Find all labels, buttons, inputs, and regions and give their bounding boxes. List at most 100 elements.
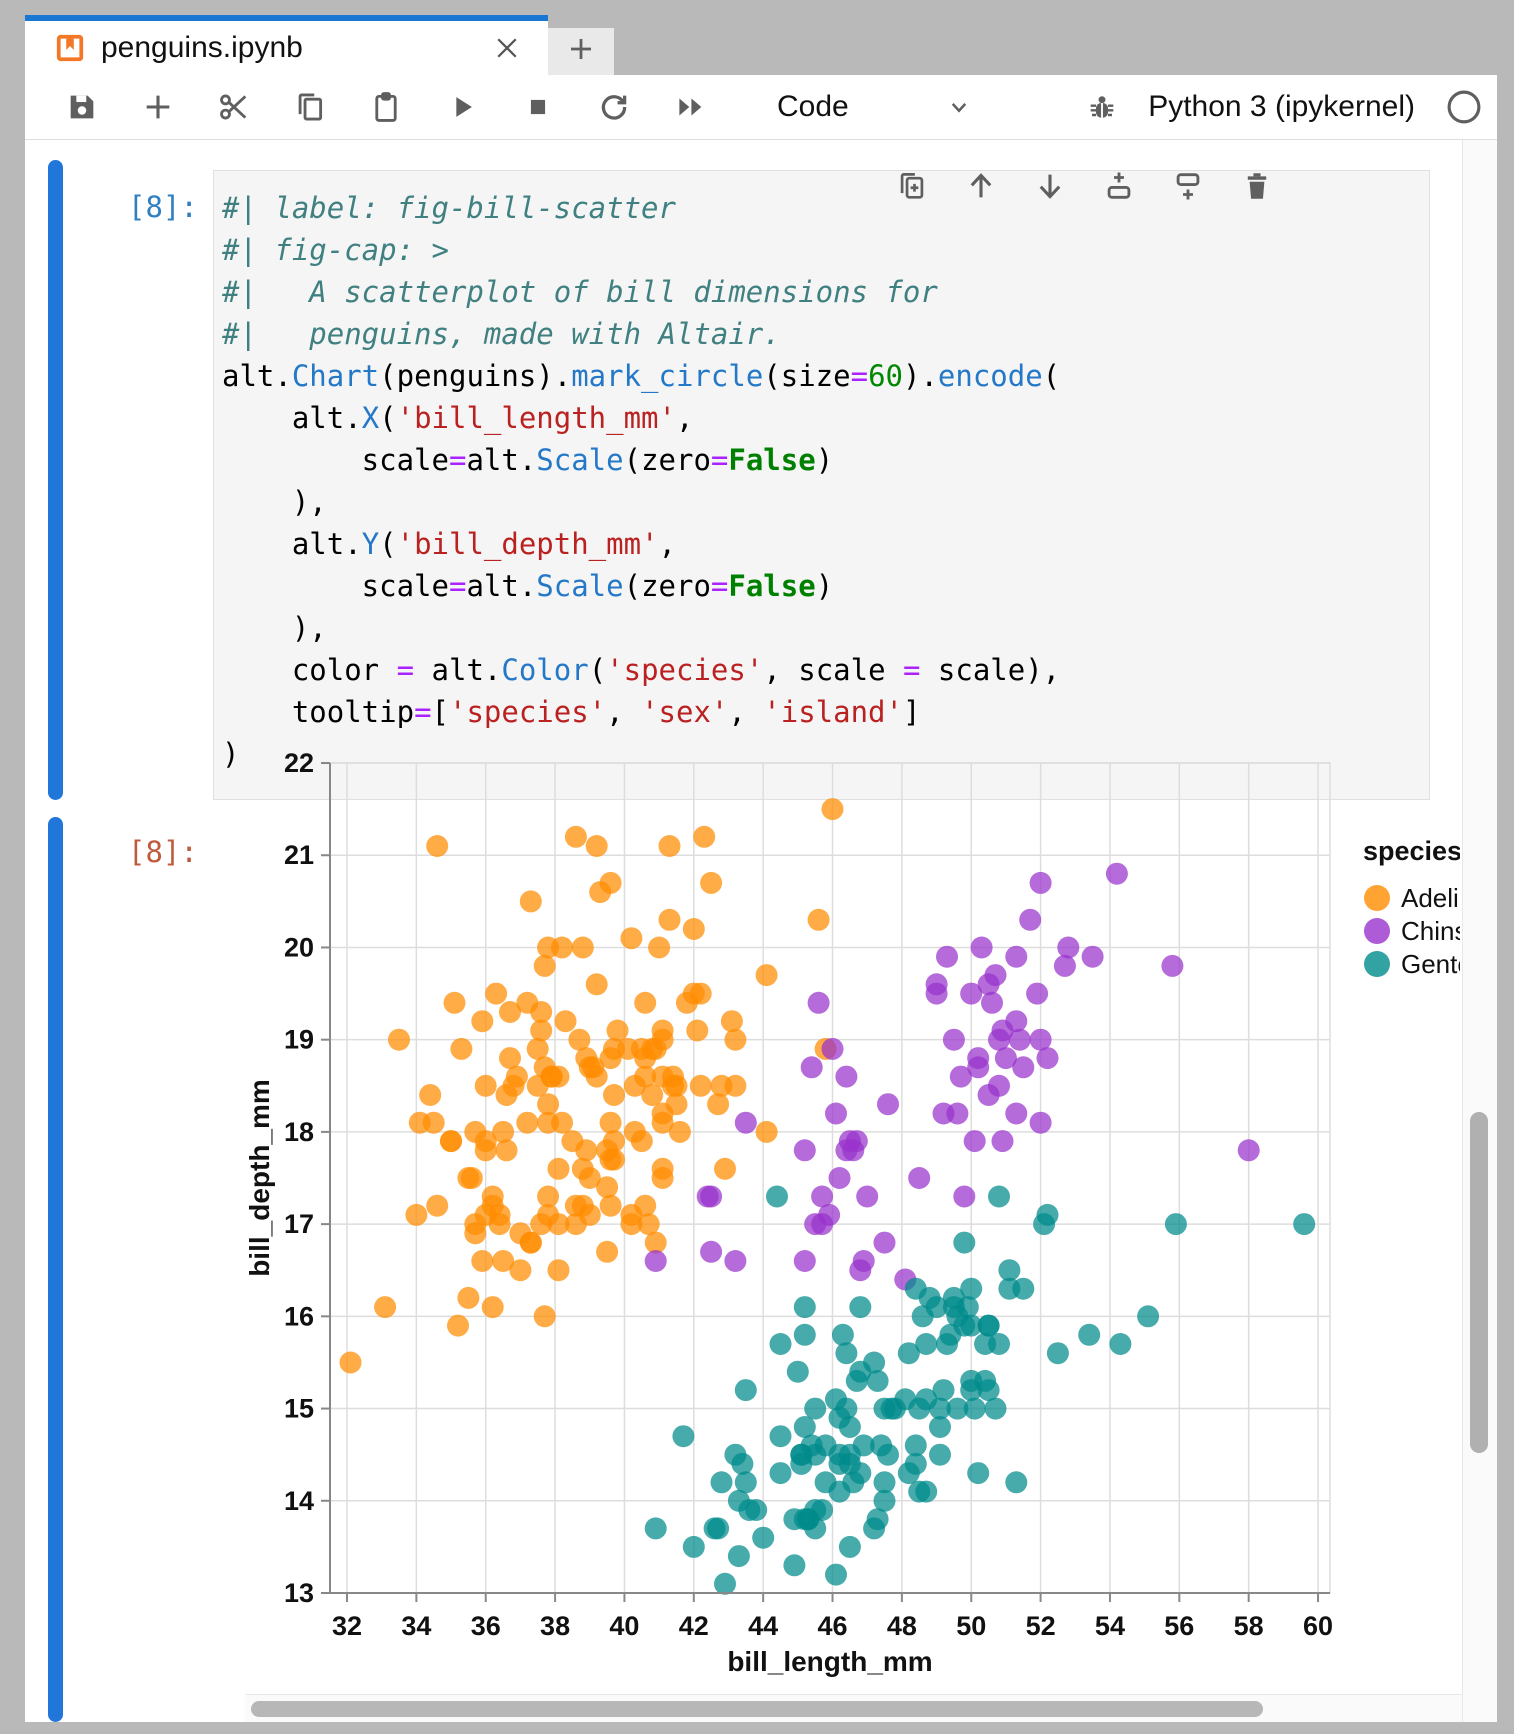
tab-penguins-notebook[interactable]: penguins.ipynb	[25, 15, 548, 75]
data-point-adelie[interactable]	[755, 964, 778, 987]
data-point-gentoo[interactable]	[946, 1397, 969, 1420]
data-point-gentoo[interactable]	[932, 1379, 955, 1402]
data-point-chinstrap[interactable]	[1012, 1056, 1035, 1079]
save-button[interactable]	[65, 90, 99, 124]
data-point-adelie[interactable]	[651, 1111, 674, 1134]
data-point-adelie[interactable]	[464, 1120, 487, 1143]
data-point-chinstrap[interactable]	[1029, 1111, 1052, 1134]
data-point-adelie[interactable]	[460, 1167, 483, 1189]
run-button[interactable]	[445, 90, 479, 124]
output-collapser[interactable]	[48, 817, 63, 1722]
copy-button[interactable]	[293, 90, 327, 124]
data-point-gentoo[interactable]	[838, 1535, 861, 1558]
data-point-chinstrap[interactable]	[988, 1074, 1010, 1097]
duplicate-cell-button[interactable]	[895, 169, 929, 203]
cell-type-select[interactable]: Code	[777, 90, 974, 124]
data-point-adelie[interactable]	[807, 908, 830, 931]
data-point-gentoo[interactable]	[644, 1517, 667, 1540]
data-point-gentoo[interactable]	[838, 1416, 861, 1438]
data-point-adelie[interactable]	[509, 1259, 532, 1282]
data-point-adelie[interactable]	[426, 1194, 449, 1217]
data-point-chinstrap[interactable]	[1029, 1028, 1052, 1051]
data-point-gentoo[interactable]	[769, 1333, 792, 1355]
data-point-gentoo[interactable]	[911, 1305, 934, 1328]
data-point-adelie[interactable]	[668, 1120, 691, 1143]
data-point-adelie[interactable]	[599, 871, 622, 894]
data-point-adelie[interactable]	[526, 1074, 549, 1097]
data-point-chinstrap[interactable]	[963, 1130, 986, 1153]
data-point-gentoo[interactable]	[904, 1434, 927, 1457]
data-point-chinstrap[interactable]	[981, 991, 1003, 1014]
data-point-chinstrap[interactable]	[734, 1111, 757, 1134]
data-point-chinstrap[interactable]	[1105, 862, 1128, 885]
data-point-chinstrap[interactable]	[828, 1167, 851, 1189]
legend-swatch-chinstrap[interactable]	[1364, 918, 1390, 944]
debugger-icon[interactable]	[1086, 91, 1118, 123]
data-point-adelie[interactable]	[568, 1028, 591, 1051]
data-point-adelie[interactable]	[492, 1250, 515, 1272]
data-point-adelie[interactable]	[495, 1084, 518, 1106]
data-point-adelie[interactable]	[547, 1259, 570, 1282]
data-point-gentoo[interactable]	[804, 1443, 827, 1466]
data-point-chinstrap[interactable]	[949, 1065, 972, 1088]
data-point-gentoo[interactable]	[734, 1379, 757, 1402]
data-point-chinstrap[interactable]	[644, 1250, 667, 1272]
data-point-adelie[interactable]	[339, 1351, 362, 1374]
data-point-adelie[interactable]	[700, 871, 723, 894]
data-point-adelie[interactable]	[603, 1148, 625, 1171]
data-point-gentoo[interactable]	[908, 1480, 931, 1503]
data-point-chinstrap[interactable]	[936, 945, 958, 968]
data-point-gentoo[interactable]	[953, 1231, 976, 1254]
data-point-adelie[interactable]	[551, 936, 573, 959]
data-point-adelie[interactable]	[516, 991, 539, 1014]
data-point-adelie[interactable]	[516, 1111, 539, 1134]
data-point-gentoo[interactable]	[918, 1286, 941, 1309]
data-point-adelie[interactable]	[537, 1111, 560, 1134]
data-point-adelie[interactable]	[720, 1010, 743, 1033]
data-point-gentoo[interactable]	[929, 1443, 951, 1466]
data-point-gentoo[interactable]	[682, 1535, 705, 1558]
delete-cell-button[interactable]	[1240, 169, 1274, 203]
data-point-adelie[interactable]	[564, 825, 587, 848]
data-point-gentoo[interactable]	[1046, 1342, 1069, 1365]
data-point-adelie[interactable]	[648, 936, 671, 959]
data-point-adelie[interactable]	[637, 1213, 660, 1236]
data-point-adelie[interactable]	[603, 1130, 625, 1153]
data-point-gentoo[interactable]	[793, 1416, 816, 1438]
fast-forward-button[interactable]	[673, 90, 707, 124]
data-point-adelie[interactable]	[481, 1296, 504, 1319]
data-point-chinstrap[interactable]	[807, 991, 830, 1014]
data-point-gentoo[interactable]	[828, 1480, 851, 1503]
data-point-chinstrap[interactable]	[988, 1028, 1010, 1051]
data-point-adelie[interactable]	[596, 1176, 619, 1199]
data-point-adelie[interactable]	[450, 1037, 473, 1060]
data-point-adelie[interactable]	[485, 982, 508, 1005]
data-point-chinstrap[interactable]	[849, 1259, 872, 1282]
data-point-chinstrap[interactable]	[970, 936, 993, 959]
data-point-gentoo[interactable]	[828, 1452, 851, 1475]
data-point-adelie[interactable]	[533, 954, 556, 977]
data-point-adelie[interactable]	[634, 1194, 657, 1217]
data-point-adelie[interactable]	[658, 908, 681, 931]
data-point-chinstrap[interactable]	[908, 1167, 931, 1189]
horizontal-scrollbar-thumb[interactable]	[251, 1701, 1263, 1717]
data-point-chinstrap[interactable]	[821, 1037, 844, 1060]
data-point-adelie[interactable]	[426, 835, 449, 857]
data-point-adelie[interactable]	[474, 1074, 497, 1097]
data-point-gentoo[interactable]	[727, 1545, 750, 1568]
data-point-chinstrap[interactable]	[793, 1250, 816, 1272]
data-point-chinstrap[interactable]	[1036, 1047, 1059, 1070]
data-point-chinstrap[interactable]	[925, 973, 948, 996]
horizontal-scrollbar[interactable]	[245, 1694, 1462, 1722]
data-point-chinstrap[interactable]	[800, 1056, 823, 1079]
cut-button[interactable]	[217, 90, 251, 124]
data-point-gentoo[interactable]	[707, 1517, 730, 1540]
data-point-adelie[interactable]	[495, 1139, 518, 1162]
data-point-chinstrap[interactable]	[700, 1240, 723, 1263]
data-point-gentoo[interactable]	[783, 1554, 806, 1577]
data-point-gentoo[interactable]	[766, 1185, 788, 1208]
data-point-adelie[interactable]	[443, 991, 466, 1014]
vertical-scrollbar-thumb[interactable]	[1470, 1112, 1488, 1453]
data-point-gentoo[interactable]	[811, 1499, 834, 1521]
data-point-chinstrap[interactable]	[953, 1185, 976, 1208]
